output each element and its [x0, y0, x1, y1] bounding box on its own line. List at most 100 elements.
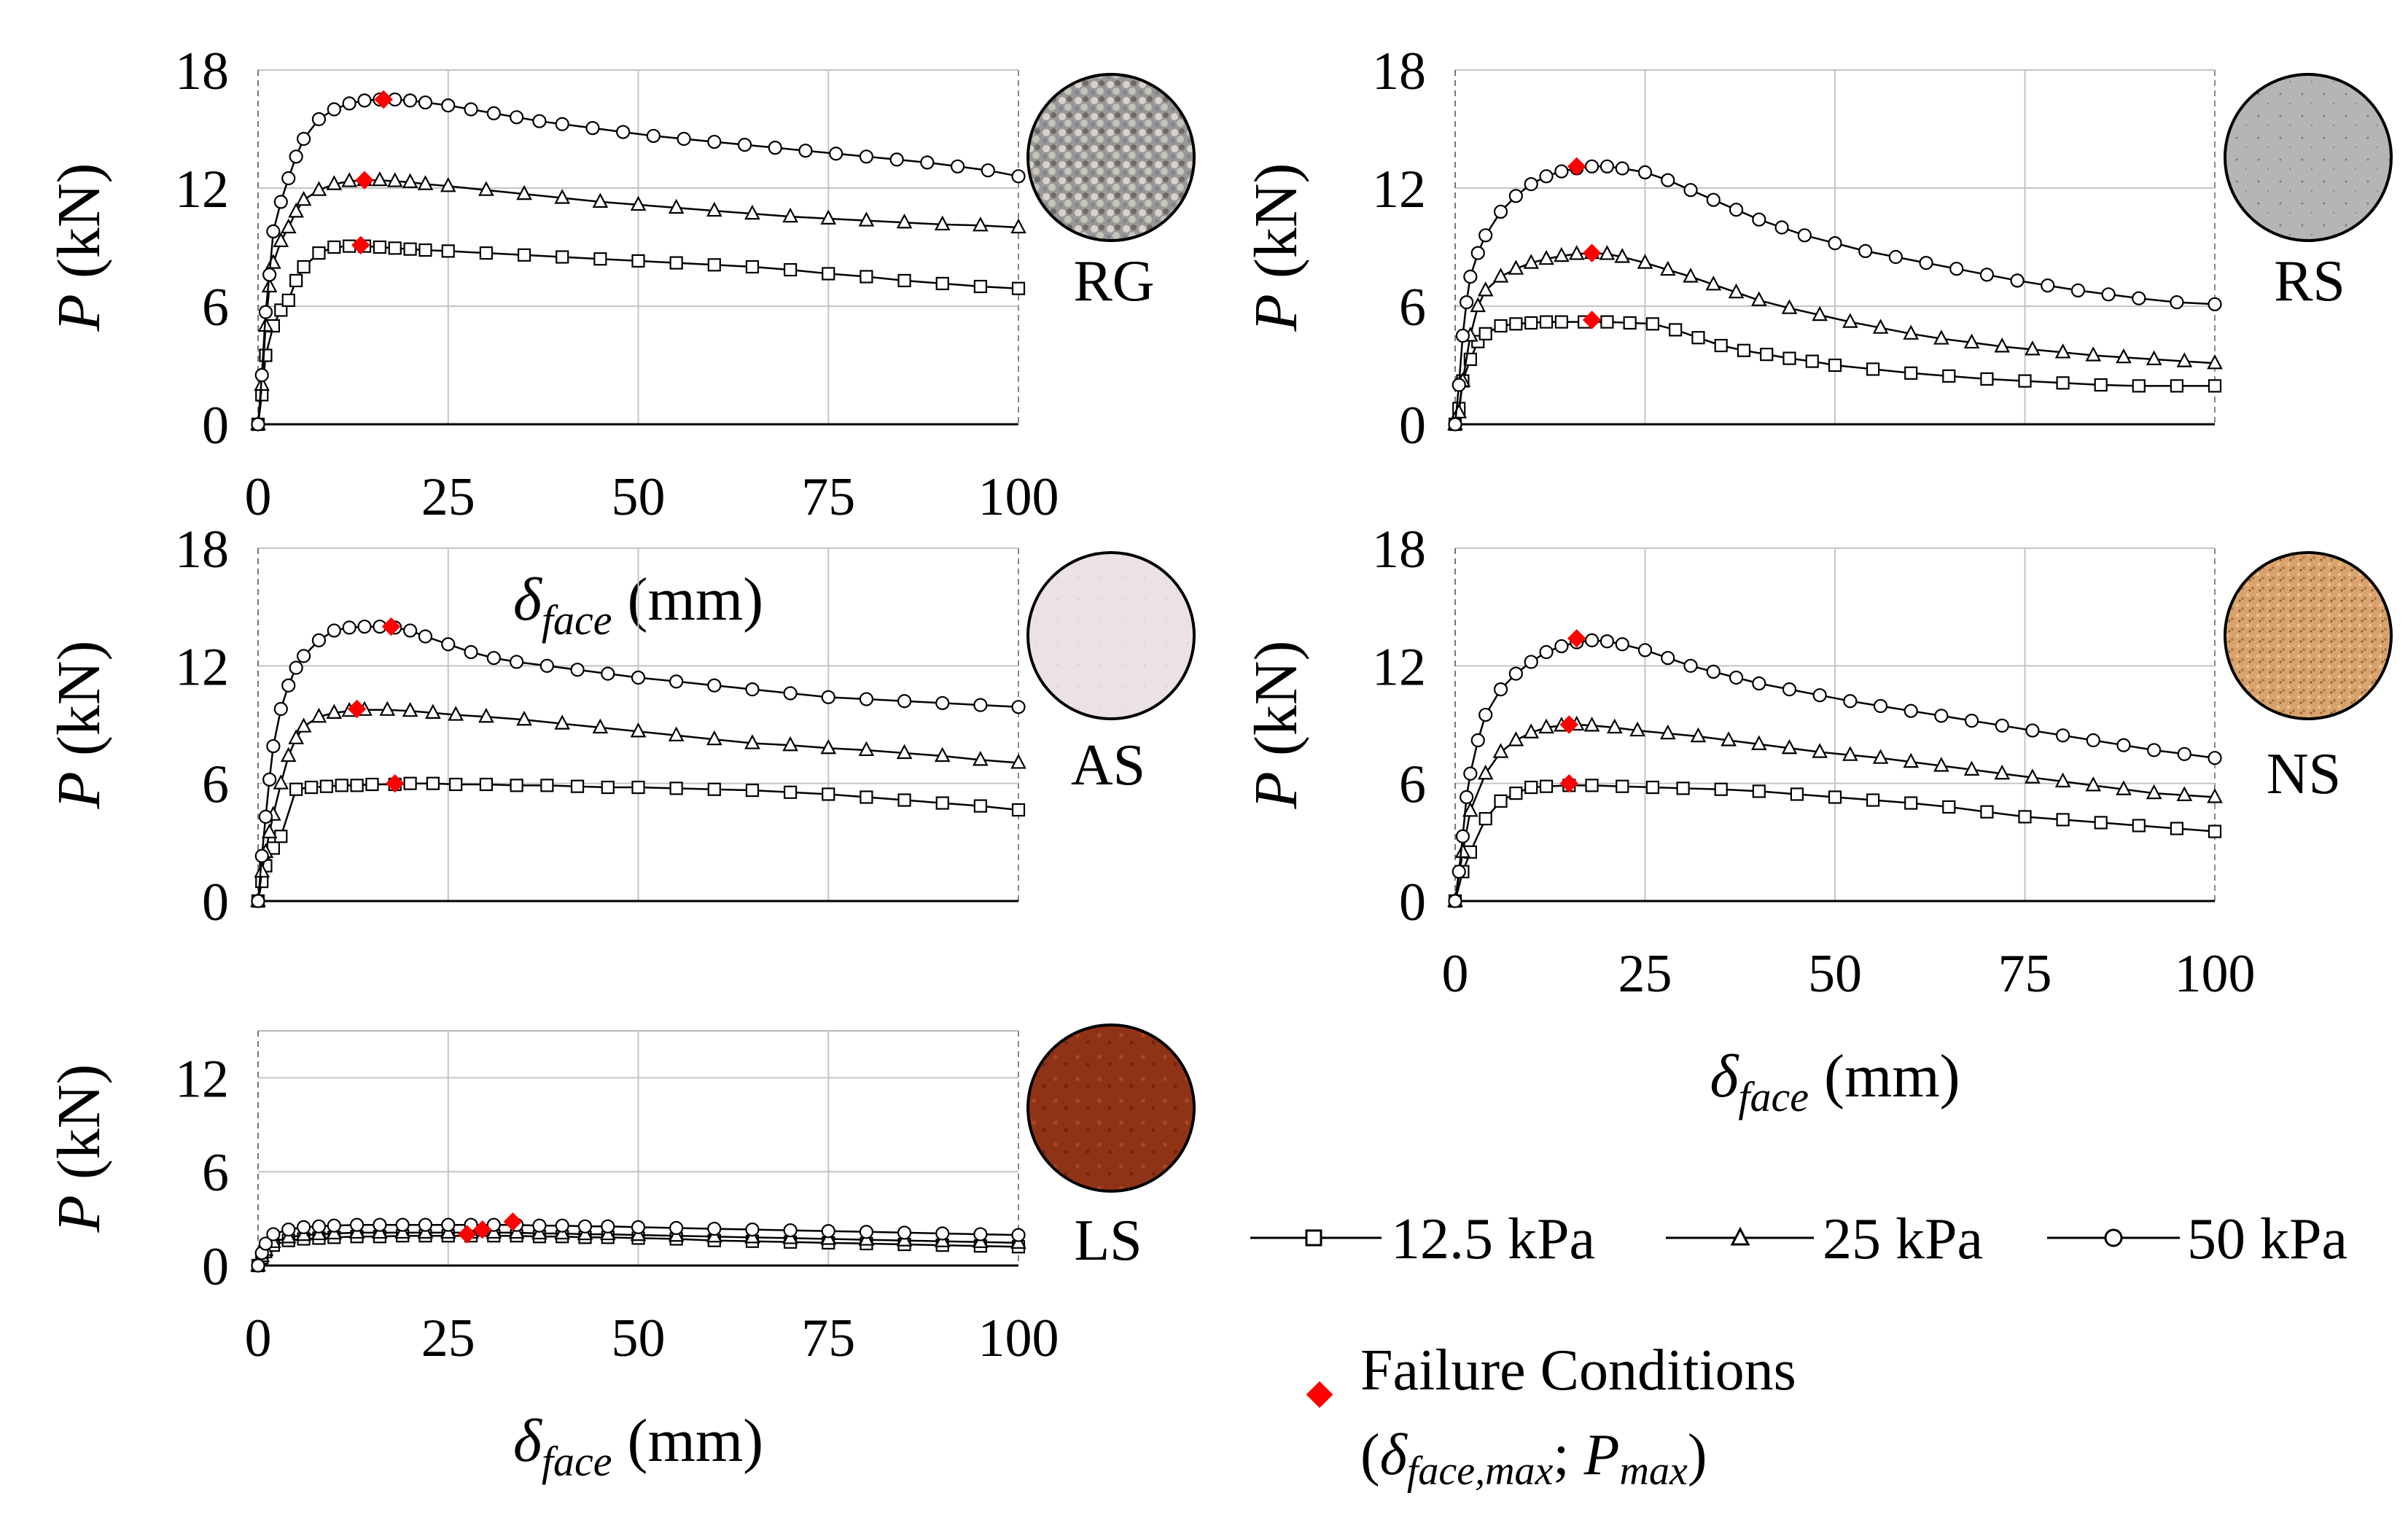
- ns-material-sample: [2224, 551, 2393, 720]
- rs-series-25-kpa-point: [1842, 313, 1858, 328]
- rs-series-50-kpa-point: [1539, 169, 1554, 184]
- rs-series-25-kpa-point: [1538, 249, 1554, 265]
- as-ytick-label: 12: [175, 637, 229, 697]
- rs-series-25-kpa-point: [1903, 324, 1920, 340]
- rg-x-axis-label: δface (mm): [513, 566, 763, 644]
- rs-series-12-5-kpa-point: [1980, 372, 1994, 386]
- ns-xtick-label: 25: [1618, 944, 1672, 1004]
- rg-series-50-kpa-point: [342, 96, 356, 111]
- ls-ytick-label: 6: [202, 1143, 229, 1203]
- rg-series-50-kpa-point: [950, 159, 965, 174]
- rs-series-12-5-kpa-point: [1509, 317, 1523, 331]
- as-series-50-kpa-point: [254, 849, 269, 863]
- rg-series-25-kpa-point: [516, 184, 532, 200]
- rs-series-12-5-kpa-point: [1669, 323, 1683, 337]
- ls-series-50-kpa-point: [296, 1220, 311, 1235]
- ns-series-12-5-kpa-point: [2208, 824, 2222, 838]
- ls-series-50-kpa-point: [311, 1219, 327, 1233]
- as-series-50-kpa-point: [342, 620, 356, 635]
- ns-series-12-5-kpa-point: [1645, 780, 1660, 795]
- ls-x-axis-label: δface (mm): [513, 1407, 763, 1485]
- rs-material-label: RS: [2274, 249, 2345, 313]
- rg-series-25-kpa-point: [326, 175, 343, 190]
- as-series-50-kpa-point: [539, 658, 554, 673]
- rg-series-12-5-kpa-point: [707, 258, 721, 272]
- ns-series-50-kpa-point: [1584, 633, 1600, 647]
- rg-series-50-kpa-point: [262, 268, 277, 282]
- rs-series-25-kpa-point: [1812, 305, 1828, 321]
- rg-series-50-kpa-point: [585, 121, 600, 136]
- ls-ytick-label: 0: [202, 1237, 229, 1297]
- as-series-12-5-kpa-point: [289, 782, 303, 796]
- as-series-50-kpa-point: [935, 695, 950, 711]
- rs-series-25-kpa-point: [1554, 246, 1570, 262]
- ns-ytick-label: 0: [1399, 873, 1426, 932]
- ns-material-label: NS: [2267, 742, 2341, 806]
- rs-series-25-kpa-point: [1508, 260, 1524, 275]
- rg-series-12-5-kpa-point: [289, 273, 303, 287]
- ns-series-12-5-kpa-point: [1714, 782, 1728, 796]
- rg-series-12-5-kpa-point: [259, 348, 273, 362]
- rg-series-50-kpa-point: [273, 195, 288, 209]
- as-series-12-5-kpa-point: [897, 793, 911, 807]
- ns-series-50-kpa-point: [2025, 723, 2040, 738]
- rg-series-12-5-kpa-point: [274, 303, 288, 317]
- rs-series-25-kpa-point: [1750, 291, 1767, 306]
- rs-series-25-kpa-point: [1659, 260, 1676, 276]
- rs-series-12-5-kpa-point: [1478, 327, 1492, 340]
- rg-series-50-kpa-point: [510, 110, 524, 125]
- rg-series-50-kpa-point: [889, 152, 904, 167]
- rs-series-50-kpa-point: [1452, 378, 1466, 392]
- as-series-25-kpa-point: [820, 738, 837, 755]
- ns-series-50-kpa-point: [1995, 718, 2009, 733]
- ls-series-50-kpa-point: [1011, 1228, 1026, 1242]
- rs-series-50-kpa-point: [2041, 278, 2055, 293]
- rg-xtick-label: 25: [421, 467, 475, 527]
- as-series-25-kpa-point: [706, 730, 722, 746]
- ns-series-25-kpa-point: [1583, 716, 1600, 732]
- as-series-12-5-kpa-point: [631, 780, 645, 795]
- rg-series-12-5-kpa-point: [441, 244, 455, 258]
- rs-series-50-kpa-point: [2208, 297, 2222, 311]
- rg-failure-point: [374, 90, 393, 109]
- rs-series-12-5-kpa-point: [1554, 315, 1568, 329]
- as-series-25-kpa-point: [254, 862, 270, 878]
- as-series-25-kpa-point: [516, 710, 532, 726]
- rs-series-50-kpa-point: [1858, 243, 1873, 258]
- rg-series-12-5-kpa-point: [281, 293, 295, 307]
- rs-series-50-kpa-point: [1949, 262, 1964, 276]
- legend-item-12-5-kpa: 12.5 kPa: [1250, 1207, 1595, 1271]
- ns-series-50-kpa-point: [1964, 714, 1979, 728]
- as-failure-point: [381, 617, 401, 636]
- rs-series-25-kpa-point: [2176, 352, 2193, 367]
- ns-series-25-kpa-point: [1933, 757, 1949, 772]
- rg-series-25-kpa-point: [1010, 218, 1026, 234]
- ns-series-50-kpa-point: [1873, 698, 1888, 714]
- rs-series-25-kpa-point: [1933, 330, 1949, 345]
- ns-series-25-kpa-point: [1492, 743, 1509, 758]
- as-series-50-kpa-point: [631, 670, 646, 685]
- ns-series-25-kpa-point: [1994, 764, 2011, 780]
- rs-series-50-kpa-point: [1478, 228, 1493, 243]
- rg-ytick-label: 6: [202, 278, 229, 338]
- ns-series-50-kpa-point: [1706, 664, 1721, 679]
- rg-series-50-kpa-point: [402, 93, 418, 108]
- as-series-25-kpa-point: [402, 701, 418, 717]
- as-series-50-kpa-point: [570, 663, 585, 677]
- rs-series-50-kpa-point: [2101, 287, 2116, 302]
- ns-series-12-5-kpa-point: [2094, 816, 2108, 830]
- rs-series-25-kpa-point: [1728, 283, 1745, 299]
- ns-series-50-kpa-point: [1463, 766, 1478, 781]
- as-series-25-kpa-point: [326, 703, 343, 719]
- rs-series-25-kpa-point: [2207, 354, 2223, 370]
- rg-series-25-kpa-point: [372, 171, 388, 187]
- ns-series-12-5-kpa-point: [1980, 805, 1994, 819]
- ns-series-12-5-kpa-point: [1752, 784, 1766, 798]
- rs-series-25-kpa-point: [1568, 245, 1585, 260]
- ls-y-axis-label: P (kN): [45, 1064, 113, 1233]
- as-series-25-kpa-point: [288, 729, 304, 744]
- rs-series-50-kpa-point: [2132, 291, 2146, 305]
- rs-series-25-kpa-point: [1994, 337, 2011, 353]
- rg-series-50-kpa-point: [859, 149, 874, 164]
- ls-series-50-kpa-point: [281, 1223, 296, 1237]
